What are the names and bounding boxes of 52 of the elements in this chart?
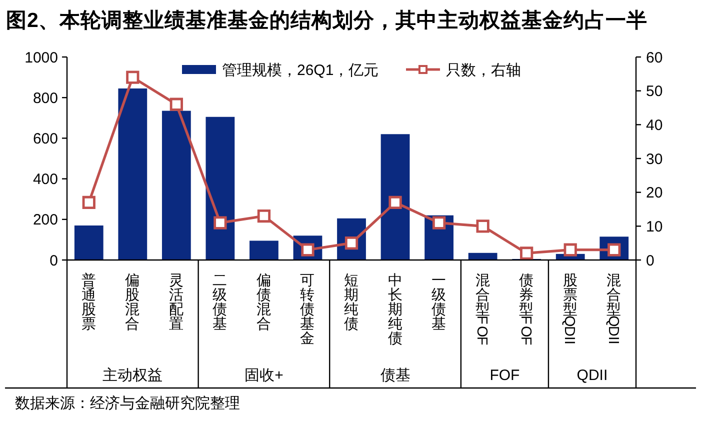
y2-tick-label: 30 <box>646 150 663 168</box>
y2-tick-label: 40 <box>646 116 663 134</box>
y-tick-label: 0 <box>50 252 58 270</box>
x-tick-label: 灵活配置 <box>168 272 184 332</box>
x-tick-label: 偏债混合 <box>256 272 272 332</box>
y-tick-label: 200 <box>32 212 58 229</box>
x-tick-label: 混合型FOF <box>474 272 490 346</box>
x-tick-label: 普通股票 <box>81 272 96 332</box>
chart-title: 图2、本轮调整业绩基准基金的结构划分，其中主动权益基金约占一半 <box>6 8 648 32</box>
x-tick-label: 二级债基 <box>212 272 228 332</box>
y2-tick-label: 20 <box>646 184 663 202</box>
x-tick-label: 股票型QDII <box>561 272 578 344</box>
point <box>126 70 140 84</box>
x-tick-label: 中长期纯债 <box>388 272 403 347</box>
text: 主动权益 <box>102 367 163 384</box>
bar <box>118 88 148 260</box>
text: 债基 <box>380 367 410 384</box>
point <box>82 196 96 210</box>
text: FOF <box>490 367 520 384</box>
legend-label: 管理规模，26Q1，亿元 <box>222 62 379 79</box>
y2-tick-label: 0 <box>646 252 654 270</box>
point <box>388 196 402 210</box>
bar <box>206 116 235 260</box>
y2-tick-label: 10 <box>646 218 663 236</box>
y-tick-label: 600 <box>32 130 58 148</box>
x-tick-label: 偏股混合 <box>125 272 140 332</box>
y-tick-label: 800 <box>32 90 58 107</box>
bar <box>380 134 410 260</box>
x-tick-label: 可转债基金 <box>300 272 316 347</box>
y2-tick-label: 60 <box>646 49 663 66</box>
point <box>564 243 577 256</box>
point <box>432 216 446 230</box>
x-tick-label: 短期纯债 <box>344 272 359 332</box>
bar <box>74 225 104 260</box>
text: 固收+ <box>244 367 284 384</box>
x-tick-label: 债券型FOF <box>517 272 534 346</box>
y-tick-label: 400 <box>32 171 58 188</box>
text: QDII <box>576 367 608 384</box>
legend-label: 只数，右轴 <box>446 62 521 79</box>
y2-tick-label: 50 <box>646 83 663 100</box>
point <box>476 220 490 233</box>
bar <box>250 240 278 260</box>
point <box>214 216 227 230</box>
x-tick-label: 一级债基 <box>432 272 447 332</box>
point <box>257 209 271 223</box>
bar <box>468 252 498 260</box>
y-tick-label: 1000 <box>24 49 58 66</box>
x-tick-label: 混合型QDII <box>604 272 622 344</box>
point <box>170 98 183 111</box>
source-note: 数据来源：经济与金融研究院整理 <box>15 395 240 412</box>
point <box>520 246 534 260</box>
bar <box>162 110 191 260</box>
